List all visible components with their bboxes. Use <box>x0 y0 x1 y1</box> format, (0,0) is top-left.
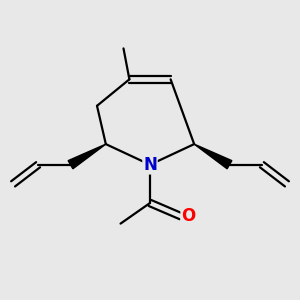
Polygon shape <box>194 144 232 169</box>
Text: O: O <box>181 207 195 225</box>
Text: N: N <box>143 156 157 174</box>
Polygon shape <box>68 144 106 169</box>
